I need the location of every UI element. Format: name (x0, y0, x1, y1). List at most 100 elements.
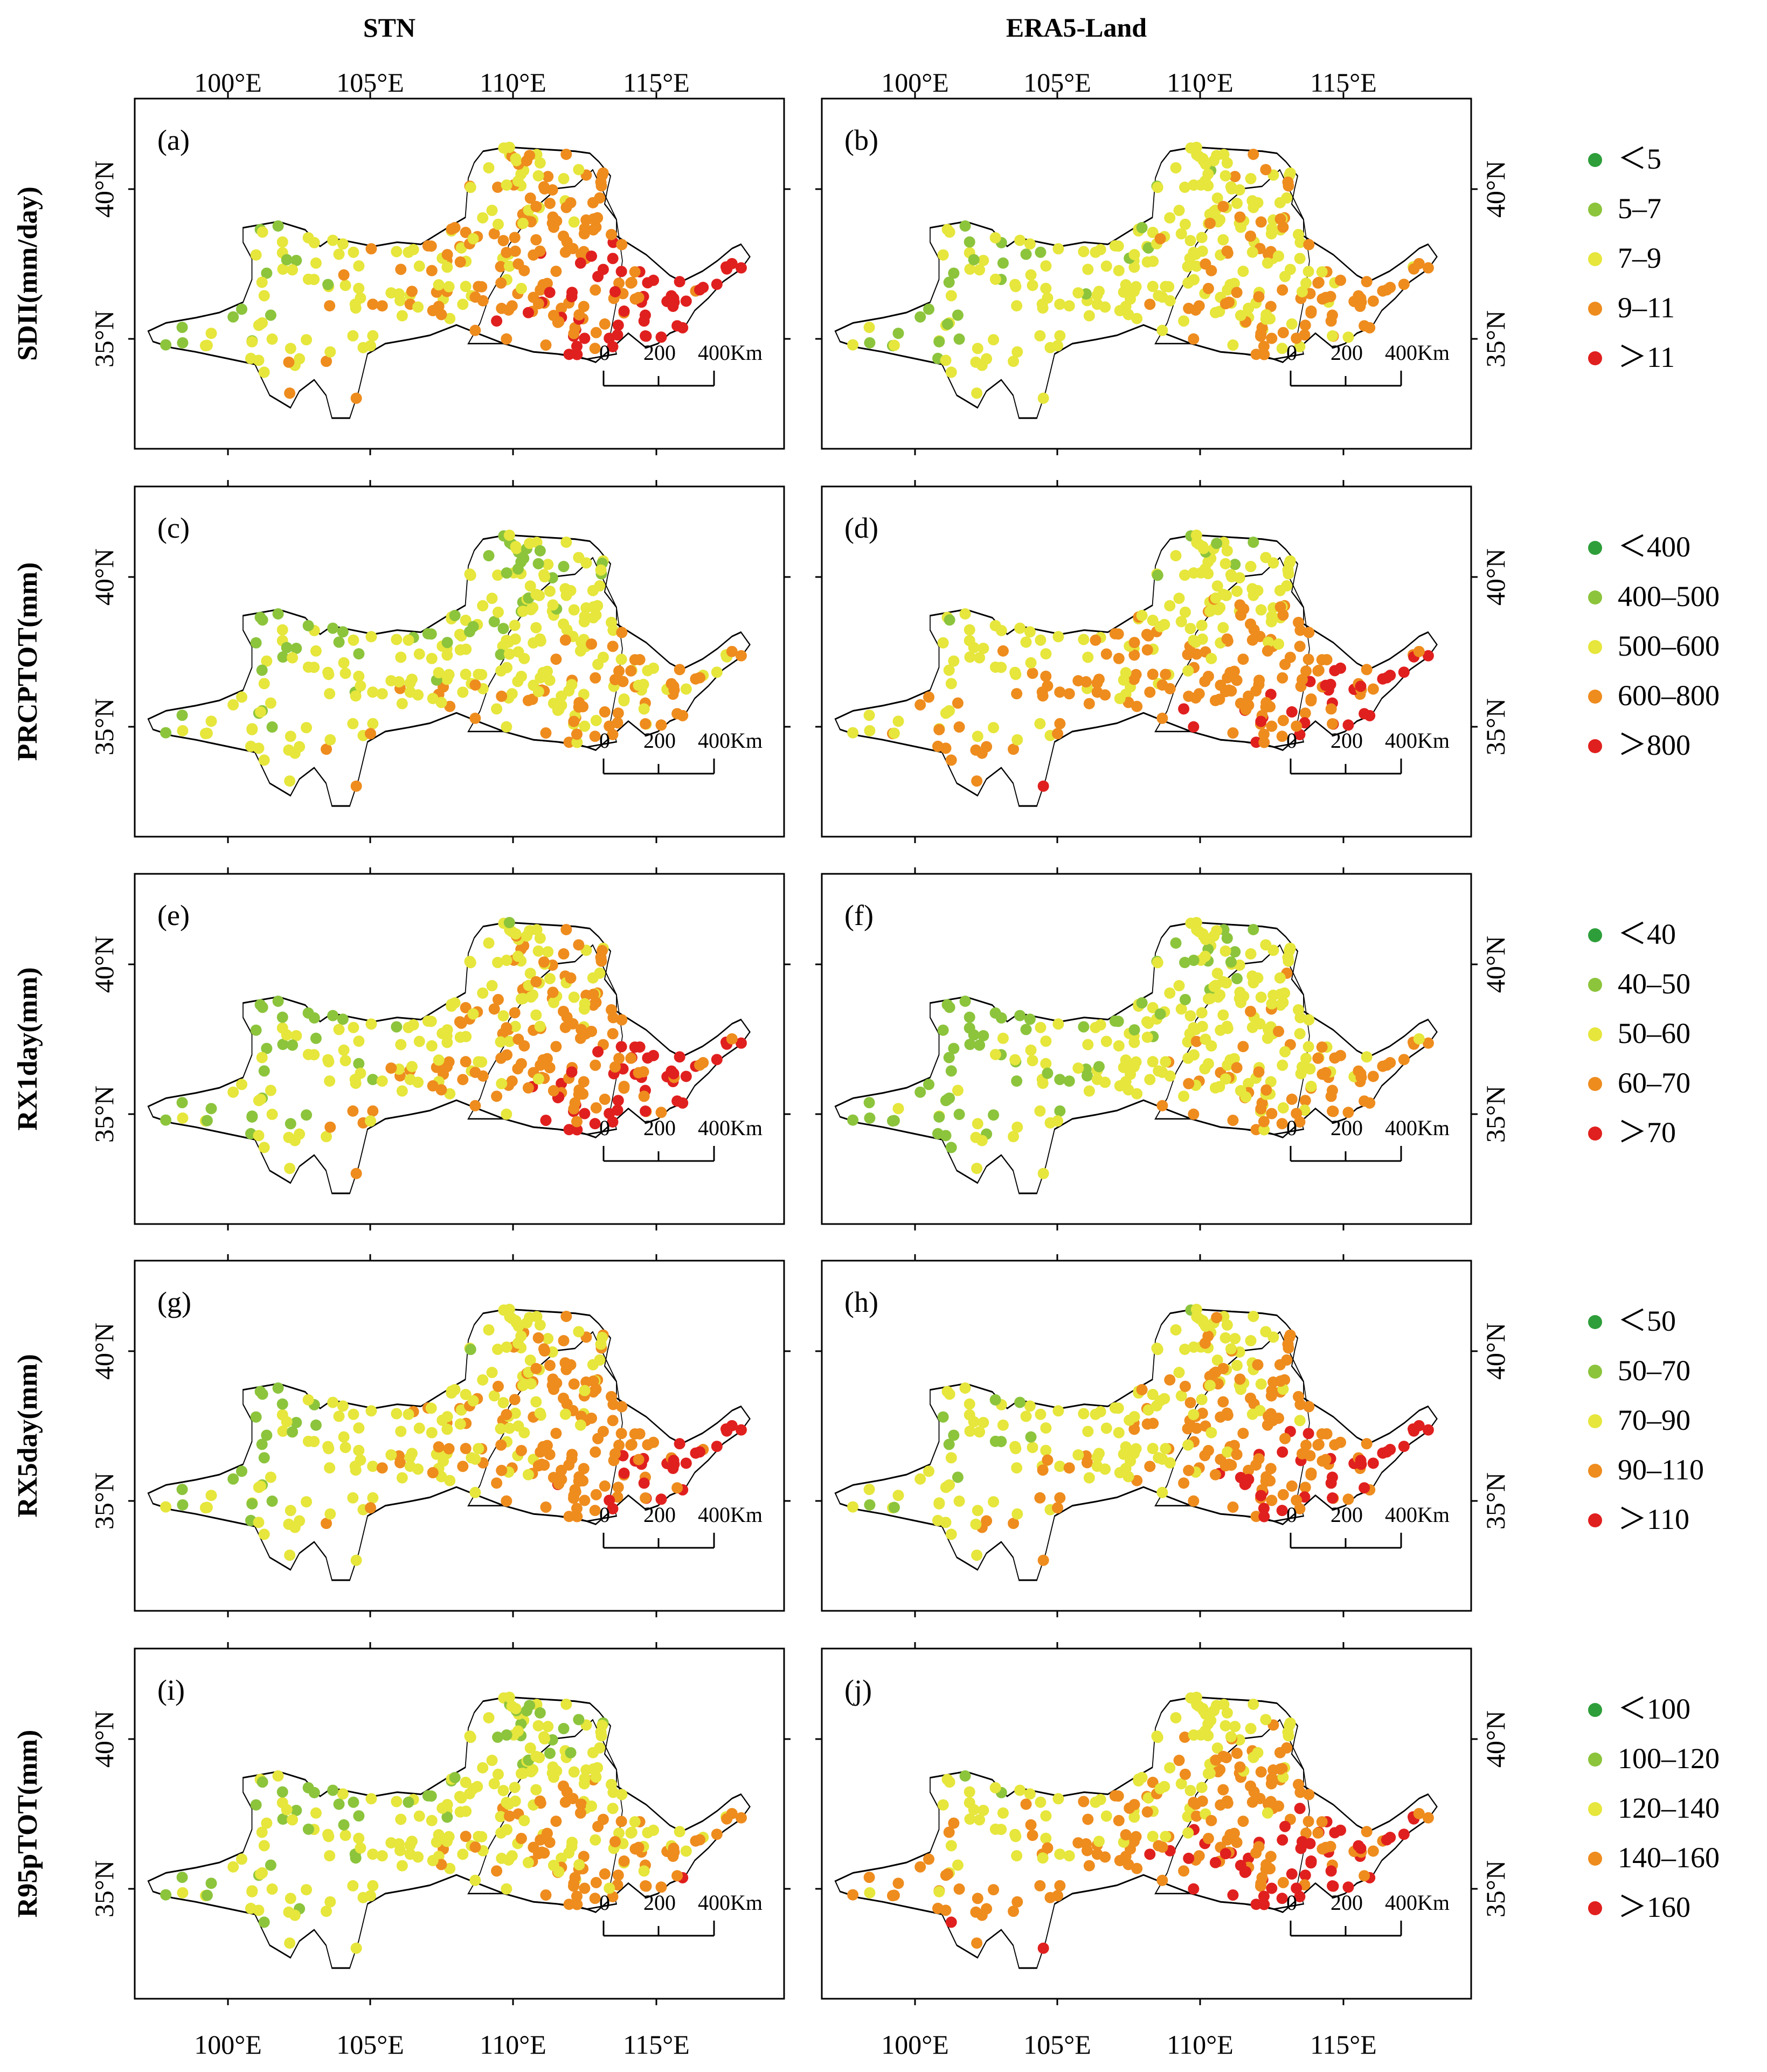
station-dot (1164, 987, 1176, 999)
station-dot (1237, 1816, 1249, 1827)
station-dot (595, 176, 607, 188)
station-dot (486, 1367, 498, 1379)
station-dot (655, 331, 667, 343)
station-dot (599, 318, 611, 330)
station-dot (548, 1085, 559, 1097)
station-dot (396, 698, 408, 710)
station-dot (177, 725, 189, 736)
station-dot (1025, 1044, 1037, 1056)
station-dot (1179, 218, 1191, 230)
station-dot (1325, 1865, 1337, 1877)
station-dot (1209, 1082, 1221, 1094)
scale-label: 400Km (1385, 728, 1450, 753)
station-dot (246, 1498, 258, 1510)
station-dot (322, 1054, 334, 1066)
station-dot (1131, 312, 1143, 324)
station-dot (1027, 668, 1038, 679)
legend-swatch (1588, 1802, 1602, 1816)
station-dot (599, 1868, 611, 1880)
station-dot (495, 665, 507, 677)
station-dot (1235, 1472, 1246, 1484)
station-dot (333, 248, 345, 260)
station-dot (501, 721, 512, 733)
station-dot (1381, 672, 1393, 684)
station-dot (1300, 1827, 1312, 1839)
station-dot (576, 248, 587, 260)
station-dot (618, 1468, 630, 1479)
station-dot (1255, 216, 1267, 228)
panel-label: (e) (157, 899, 190, 931)
station-dot (492, 606, 504, 618)
station-dot (285, 1893, 296, 1904)
station-dot (1183, 1077, 1195, 1089)
map-panel: (e)0 200 400Km (128, 867, 791, 1230)
station-dot (1266, 1108, 1278, 1120)
station-dot (1235, 310, 1246, 322)
station-dot (1303, 1401, 1315, 1413)
station-dot (1040, 648, 1052, 660)
legend-label: ＜40 (1618, 918, 1676, 950)
station-dot (1299, 319, 1311, 331)
station-dot (1037, 780, 1049, 792)
station-dot (1093, 286, 1105, 297)
station-dot (412, 689, 424, 701)
lat-tick-label: 35°N (1480, 1860, 1510, 1917)
station-dot (443, 1056, 455, 1068)
station-dot (534, 545, 546, 557)
station-dot (587, 213, 599, 225)
legend-swatch (1588, 351, 1602, 365)
station-dot (287, 1814, 299, 1826)
station-dot (948, 1429, 960, 1441)
station-dot (510, 928, 522, 940)
station-dot (592, 1046, 604, 1058)
station-dot (1294, 641, 1306, 652)
station-dot (945, 1142, 957, 1153)
station-dot (568, 1878, 580, 1889)
station-dot (1305, 693, 1317, 705)
station-dot (1237, 266, 1249, 277)
station-dot (1260, 1326, 1272, 1338)
station-dot (1277, 672, 1288, 684)
station-dot (1072, 1837, 1084, 1849)
station-dot (933, 724, 945, 735)
legend-swatch (1588, 928, 1602, 942)
station-dot (1020, 1410, 1032, 1422)
station-dot (1035, 246, 1047, 258)
station-dot (227, 1473, 239, 1485)
station-dot (338, 1819, 350, 1831)
station-dot (353, 260, 365, 272)
station-dot (276, 1786, 288, 1798)
station-dot (1063, 1075, 1075, 1087)
lon-tick-label: 110°E (480, 67, 546, 98)
station-dot (1034, 718, 1046, 729)
station-dot (1291, 1494, 1302, 1506)
station-dot (609, 1061, 621, 1073)
scale-label: 400Km (698, 340, 763, 365)
station-dot (923, 1079, 935, 1090)
station-dot (1147, 1443, 1159, 1455)
station-dot (1008, 356, 1020, 367)
station-dot (1266, 1385, 1278, 1396)
station-dot (1054, 1880, 1066, 1892)
legend-label: ＜5 (1618, 143, 1661, 175)
row-label: R95pTOT(mm) (12, 1730, 43, 1918)
station-dot (1190, 260, 1202, 272)
station-dot (1325, 1477, 1337, 1489)
station-dot (1040, 1444, 1052, 1456)
station-dot (1320, 1454, 1332, 1465)
station-dot (1170, 550, 1182, 561)
station-dot (395, 1426, 407, 1437)
station-dot (473, 1056, 484, 1068)
station-dot (496, 690, 508, 702)
station-dot (477, 1374, 489, 1386)
station-dot (337, 238, 349, 250)
station-dot (283, 1518, 295, 1530)
station-dot (1227, 727, 1239, 739)
station-dot (427, 693, 439, 705)
station-dot (945, 754, 957, 766)
station-dot (638, 1477, 650, 1489)
station-dot (1152, 1344, 1163, 1355)
station-dot (1188, 1797, 1200, 1809)
station-dot (589, 343, 601, 354)
lon-tick-label: 100°E (881, 67, 949, 98)
